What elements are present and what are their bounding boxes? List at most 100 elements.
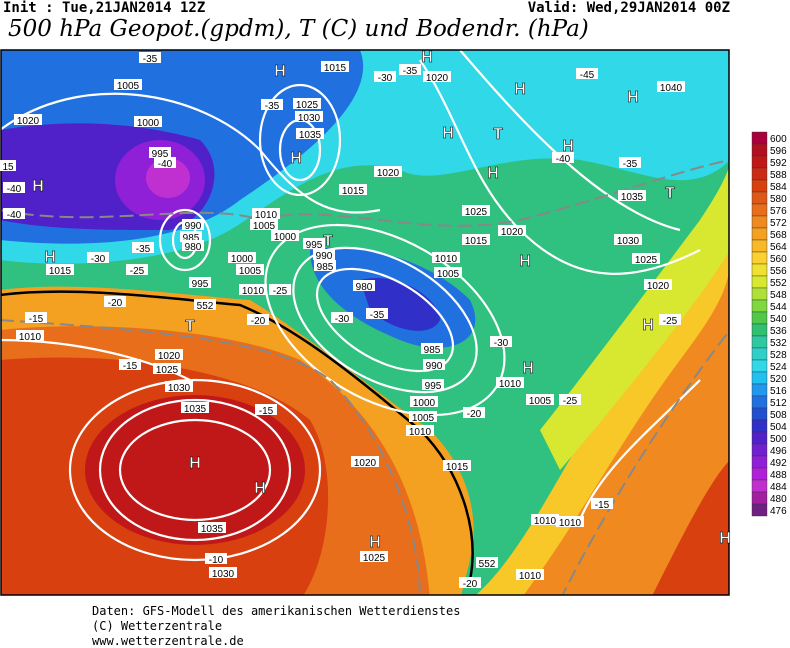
label-box — [182, 240, 204, 251]
label-box — [313, 249, 335, 260]
contour-label: -15 — [29, 314, 44, 325]
contour-label: 552 — [197, 301, 214, 312]
label-box — [374, 71, 396, 82]
contour-label: -35 — [136, 244, 151, 255]
contour-label: -35 — [623, 159, 638, 170]
init-time: Init : Tue,21JAN2014 12Z — [3, 0, 206, 16]
label-box — [556, 516, 584, 527]
pressure-center: H — [562, 138, 574, 155]
colorbar-label: 560 — [770, 254, 787, 265]
label-box — [410, 396, 438, 407]
label-box — [459, 577, 481, 588]
contour-label: -10 — [209, 555, 224, 566]
label-box — [119, 359, 141, 370]
colorbar-swatch — [751, 203, 768, 217]
colorbar-swatch — [751, 191, 768, 205]
colorbar-swatch — [751, 311, 768, 325]
pressure-center: T — [665, 185, 675, 202]
colorbar-swatch — [751, 407, 768, 421]
colorbar-label: 516 — [770, 386, 787, 397]
colorbar-swatch — [751, 263, 768, 277]
colorbar-swatch — [751, 455, 768, 469]
label-box — [0, 160, 16, 171]
colorbar-label: 576 — [770, 206, 787, 217]
label-box — [293, 98, 321, 109]
label-box — [132, 242, 154, 253]
label-box — [462, 205, 490, 216]
contour-label: -25 — [130, 266, 145, 277]
label-box — [104, 296, 126, 307]
label-box — [462, 234, 490, 245]
map-title: 500 hPa Geopot.(gpdm), T (C) und Bodendr… — [8, 16, 589, 42]
colorbar-swatch — [751, 347, 768, 361]
label-box — [180, 231, 202, 242]
contour-label: 1030 — [298, 113, 321, 124]
label-box — [331, 312, 353, 323]
label-box — [422, 379, 444, 390]
label-box — [526, 394, 554, 405]
contour-label: -15 — [259, 406, 274, 417]
colorbar-label: 504 — [770, 422, 787, 433]
colorbar-swatch — [751, 323, 768, 337]
contour-label: -20 — [467, 409, 482, 420]
colorbar-swatch — [751, 287, 768, 301]
colorbar-label: 544 — [770, 302, 787, 313]
pressure-center: H — [514, 81, 526, 98]
contour-label: 1000 — [231, 254, 254, 265]
label-box — [421, 343, 443, 354]
footer-line: Daten: GFS-Modell des amerikanischen Wet… — [92, 604, 461, 618]
colorbar-label: 480 — [770, 494, 787, 505]
contour-label: 985 — [183, 233, 200, 244]
label-box — [250, 219, 278, 230]
colorbar-swatch — [751, 215, 768, 229]
footer-line: www.wetterzentrale.de — [92, 634, 244, 648]
colorbar-swatch — [751, 443, 768, 457]
map-field — [1, 50, 729, 595]
pressure-center: H — [189, 455, 201, 472]
label-box — [239, 284, 267, 295]
colorbar-label: 584 — [770, 182, 787, 193]
contour-label: 1000 — [274, 232, 297, 243]
colorbar-label: 568 — [770, 230, 787, 241]
contour-label: -20 — [108, 298, 123, 309]
colorbar-label: 520 — [770, 374, 787, 385]
contour-label: -35 — [370, 310, 385, 321]
label-box — [296, 128, 324, 139]
label-box — [3, 208, 25, 219]
pressure-center: H — [627, 89, 639, 106]
contour-label: 1020 — [377, 168, 400, 179]
contour-label: 1020 — [158, 351, 181, 362]
contour-label: -30 — [378, 73, 393, 84]
colorbar-label: 572 — [770, 218, 787, 229]
label-box — [165, 381, 193, 392]
contour-label: -30 — [335, 314, 350, 325]
contour-label: 990 — [185, 221, 202, 232]
label-box — [189, 277, 211, 288]
label-box — [552, 152, 574, 163]
colorbar-label: 588 — [770, 170, 787, 181]
valid-time: Valid: Wed,29JAN2014 00Z — [527, 0, 730, 16]
contour-label: 1040 — [660, 83, 683, 94]
colorbar-label: 564 — [770, 242, 787, 253]
contour-label: -45 — [580, 70, 595, 81]
contour-label: 1005 — [239, 266, 262, 277]
colorbar-swatch — [751, 167, 768, 181]
contour-label: 1025 — [635, 255, 658, 266]
footer-line: (C) Wetterzentrale — [92, 619, 223, 633]
contour-label: 985 — [424, 345, 441, 356]
contour-label: 1035 — [621, 192, 644, 203]
label-box — [360, 551, 388, 562]
contour-label: 1005 — [412, 413, 435, 424]
contour-label: 1030 — [168, 383, 191, 394]
contour-label: 1020 — [426, 73, 449, 84]
contour-label: 1010 — [242, 286, 265, 297]
pressure-center: H — [32, 178, 44, 195]
colorbar-label: 536 — [770, 326, 787, 337]
contour-label: 980 — [356, 282, 373, 293]
colorbar-swatch — [751, 131, 768, 145]
label-box — [496, 377, 524, 388]
colorbar-swatch — [751, 251, 768, 265]
contour-label: 1035 — [201, 524, 224, 535]
label-box — [618, 190, 646, 201]
